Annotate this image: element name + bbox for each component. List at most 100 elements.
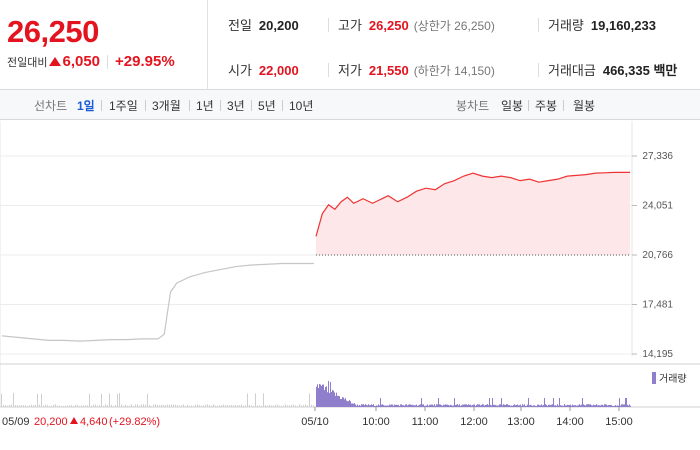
volume-bar	[229, 405, 230, 407]
price-chart: 27,336 24,051 20,766 17,481 14,195 05/10 10:0…	[0, 121, 700, 428]
prev-day-date: 05/09	[2, 416, 30, 428]
volume-bar	[425, 405, 426, 407]
volume-bar	[577, 405, 578, 407]
volume-bar	[595, 405, 596, 407]
volume-bar	[496, 405, 497, 407]
volume-bar	[540, 405, 541, 407]
tab-1day[interactable]: 1일	[77, 99, 95, 113]
volume-bar	[598, 405, 599, 407]
volume-bar	[107, 404, 108, 407]
volume-bar	[625, 398, 626, 407]
volume-bar	[5, 405, 6, 407]
volume-bar	[161, 404, 162, 407]
tab-5year[interactable]: 5년	[258, 99, 276, 113]
tab-weekly-candle[interactable]: 주봉	[535, 99, 558, 113]
volume-bar	[363, 404, 364, 407]
volume-bar	[376, 405, 377, 407]
change-label: 전일대비	[7, 56, 48, 69]
volume-bar	[383, 404, 384, 407]
volume-bar	[415, 405, 416, 407]
volume-bar	[317, 384, 318, 407]
divider	[538, 63, 539, 77]
volume-bar	[55, 404, 56, 407]
volume-bar	[101, 393, 102, 407]
up-arrow-icon	[49, 57, 62, 66]
volume-bar	[29, 405, 30, 407]
volume-bar	[486, 404, 487, 407]
volume-bar	[386, 405, 387, 407]
tab-1week[interactable]: 1주일	[109, 99, 138, 113]
volume-bar	[468, 404, 469, 407]
volume-bar	[482, 404, 483, 407]
volume-bar	[203, 405, 204, 407]
volume-bar	[409, 404, 410, 407]
stock-header: 26,250 전일대비 6,050 +29.95% 전일 20,200 고가 2…	[0, 0, 700, 90]
volume-bar	[629, 404, 630, 407]
volume-bar	[565, 405, 566, 407]
volume-bar	[601, 404, 602, 407]
volume-bar	[412, 404, 413, 407]
volume-bar	[35, 404, 36, 407]
volume-bar	[365, 404, 366, 407]
tab-daily-candle[interactable]: 일봉	[501, 99, 524, 113]
volume-bar	[558, 405, 559, 407]
volume-bar	[417, 405, 418, 407]
volume-bar	[381, 404, 382, 407]
volume-bar	[385, 405, 386, 407]
volume-bar	[508, 405, 509, 407]
volume-bar	[343, 397, 344, 407]
volume-bar	[137, 404, 138, 407]
volume-bar	[471, 405, 472, 407]
volume-bar	[374, 405, 375, 407]
volume-bar	[11, 404, 12, 407]
volume-bar	[1, 393, 2, 407]
volume-bar	[614, 405, 615, 407]
volume-bar	[53, 404, 54, 407]
volume-bar	[477, 404, 478, 407]
tab-3year[interactable]: 3년	[227, 99, 245, 113]
stat-high: 고가 26,250 (상한가 26,250)	[338, 18, 495, 33]
x-tick-label: 05/10	[301, 416, 329, 428]
tab-10year[interactable]: 10년	[289, 99, 314, 113]
volume-bar	[350, 401, 351, 407]
volume-bar	[219, 405, 220, 407]
volume-bar	[269, 404, 270, 407]
change-amount: 6,050	[62, 53, 101, 70]
volume-bar	[414, 405, 415, 407]
volume-bar	[499, 404, 500, 407]
volume-bar	[155, 404, 156, 407]
volume-bar	[217, 405, 218, 407]
volume-bar	[103, 405, 104, 407]
volume-bar	[470, 404, 471, 407]
stat-volume: 거래량 19,160,233	[548, 18, 656, 33]
x-tick-label: 14:00	[556, 416, 584, 428]
tab-monthly-candle[interactable]: 월봉	[573, 99, 596, 113]
volume-bar	[287, 405, 288, 407]
volume-bar	[573, 405, 574, 407]
volume-bar	[430, 404, 431, 407]
volume-bar	[515, 405, 516, 407]
volume-bar	[405, 404, 406, 407]
tab-1year[interactable]: 1년	[196, 99, 214, 113]
volume-bar	[539, 405, 540, 407]
volume-bar	[568, 404, 569, 407]
volume-bar	[123, 405, 124, 407]
volume-bar	[443, 404, 444, 407]
volume-bar	[65, 405, 66, 407]
volume-bar	[487, 404, 488, 407]
volume-bar	[455, 405, 456, 407]
volume-bar	[567, 404, 568, 407]
volume-bar	[502, 405, 503, 407]
volume-bar	[171, 404, 172, 407]
volume-bar	[419, 404, 420, 407]
volume-bar	[95, 404, 96, 407]
volume-bar	[594, 405, 595, 407]
volume-bar	[454, 398, 455, 407]
volume-bar	[473, 404, 474, 407]
volume-bar	[263, 393, 264, 407]
volume-bar	[79, 405, 80, 407]
volume-bar	[489, 398, 490, 407]
volume-bar	[324, 390, 325, 407]
volume-bar	[69, 405, 70, 407]
tab-3month[interactable]: 3개월	[152, 99, 181, 113]
